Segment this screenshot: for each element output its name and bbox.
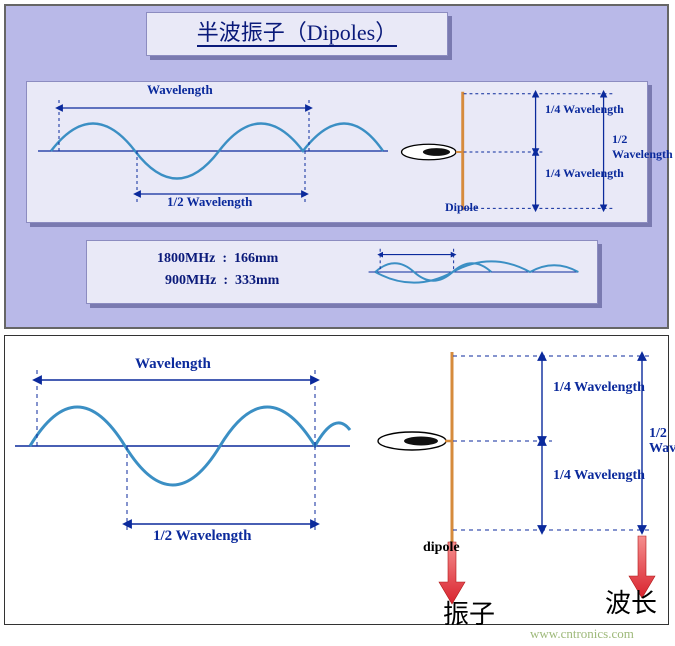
label-half-r: 1/2 Wavelength <box>612 132 652 162</box>
label-q-bot: 1/4 Wavelength <box>545 166 624 181</box>
label-zhenzi: 振子 <box>443 594 495 631</box>
footer-url: www.cntronics.com <box>530 626 667 646</box>
title-text: 半波振子（Dipoles） <box>197 21 397 47</box>
sine-wave-bottom <box>15 350 355 550</box>
label-half-wavelength: 1/2 Wavelength <box>167 194 252 210</box>
label-dipole: Dipole <box>445 200 478 215</box>
label-dipole-b: dipole <box>423 540 460 556</box>
title-card: 半波振子（Dipoles） <box>146 12 448 56</box>
label-half-b: 1/2 Wavelength <box>153 528 251 545</box>
label-wavelength: Wavelength <box>147 82 213 98</box>
label-q-top-b: 1/4 Wavelength <box>553 380 645 396</box>
top-panel: 半波振子（Dipoles） Wavelength 1/2 Wavelength <box>4 4 669 329</box>
freq-900: 900MHz : 333mm <box>165 273 279 289</box>
label-q-bot-b: 1/4 Wavelength <box>553 468 645 484</box>
bottom-panel: Wavelength 1/2 Wavelength 1/4 Wavelengt <box>4 335 669 625</box>
feed-inner <box>423 148 450 156</box>
feed-inner-b <box>404 437 438 446</box>
label-q-top: 1/4 Wavelength <box>545 102 624 117</box>
label-wavelength-b: Wavelength <box>135 356 211 373</box>
label-half-r-b: 1/2 Wavelength <box>649 426 669 457</box>
mini-waves <box>357 243 587 301</box>
wave-card: Wavelength 1/2 Wavelength 1/4 Wavelength <box>26 81 648 223</box>
label-bochang: 波长 <box>605 583 657 620</box>
freq-card: 1800MHz : 166mm 900MHz : 333mm <box>86 240 598 304</box>
freq-1800: 1800MHz : 166mm <box>157 251 278 267</box>
